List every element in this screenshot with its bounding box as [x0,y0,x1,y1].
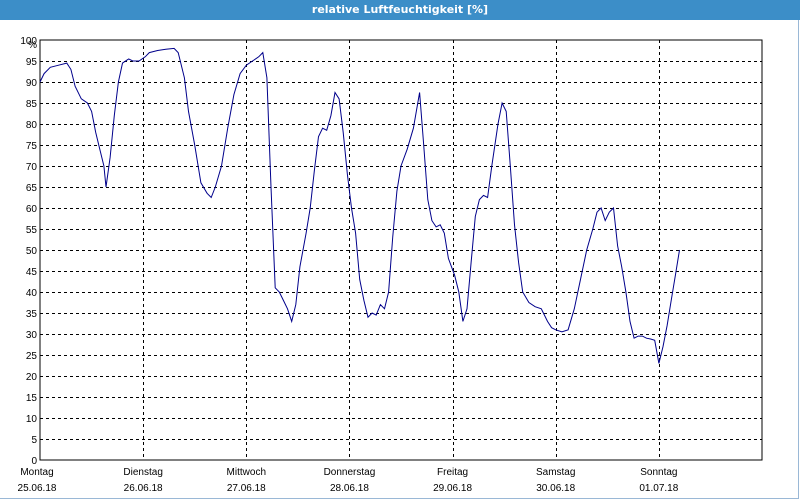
y-tick-label: 50 [26,246,38,257]
y-tick-label: 25 [26,351,38,362]
x-tick-day-label: Donnerstag [324,467,376,478]
x-tick-date-label: 27.06.18 [227,483,266,494]
y-tick-label: 85 [26,99,38,110]
y-tick-label: 80 [26,120,38,131]
x-tick-day-label: Freitag [437,467,468,478]
y-tick-label: 5 [31,435,37,446]
y-tick-label: 30 [26,330,38,341]
y-tick-labels: 0 5 10 15 20 25 30 35 40 45 50 55 60 65 70 75 80 85 90 95 10… [20,36,37,467]
y-tick-label: 70 [26,162,38,173]
x-tick-date-label: 29.06.18 [433,483,472,494]
x-tick-day-label: Sonntag [640,467,677,478]
chart-title: relative Luftfeuchtigkeit [%] [0,0,800,20]
y-tick-label: 35 [26,309,38,320]
y-tick-label: 0 [31,456,37,467]
x-tick-date-label: 25.06.18 [18,483,57,494]
x-tick-date-label: 01.07.18 [639,483,678,494]
y-tick-label: 55 [26,225,38,236]
chart-frame [0,20,799,499]
y-tick-label: 100 [20,36,37,47]
x-tick-day-label: Montag [20,467,53,478]
y-tick-label: 45 [26,267,38,278]
y-tick-label: 65 [26,183,38,194]
x-tick-date-label: 28.06.18 [330,483,369,494]
humidity-series-line [39,47,680,364]
x-tick-day-label: Samstag [536,467,575,478]
grid-layer [39,39,763,461]
x-tick-day-label: Mittwoch [227,467,266,478]
y-tick-label: 75 [26,141,38,152]
x-tick-labels: Montag 25.06.18 Dienstag 26.06.18 Mittwoch 27… [18,467,679,494]
y-tick-label: 15 [26,393,38,404]
y-tick-label: 95 [26,57,38,68]
x-tick-day-label: Dienstag [123,467,162,478]
y-tick-label: 20 [26,372,38,383]
x-tick-date-label: 26.06.18 [124,483,163,494]
x-tick-date-label: 30.06.18 [536,483,575,494]
y-tick-label: 10 [26,414,38,425]
y-axis-label: % [28,40,37,51]
y-tick-label: 60 [26,204,38,215]
y-tick-label: 40 [26,288,38,299]
y-tick-label: 90 [26,78,38,89]
